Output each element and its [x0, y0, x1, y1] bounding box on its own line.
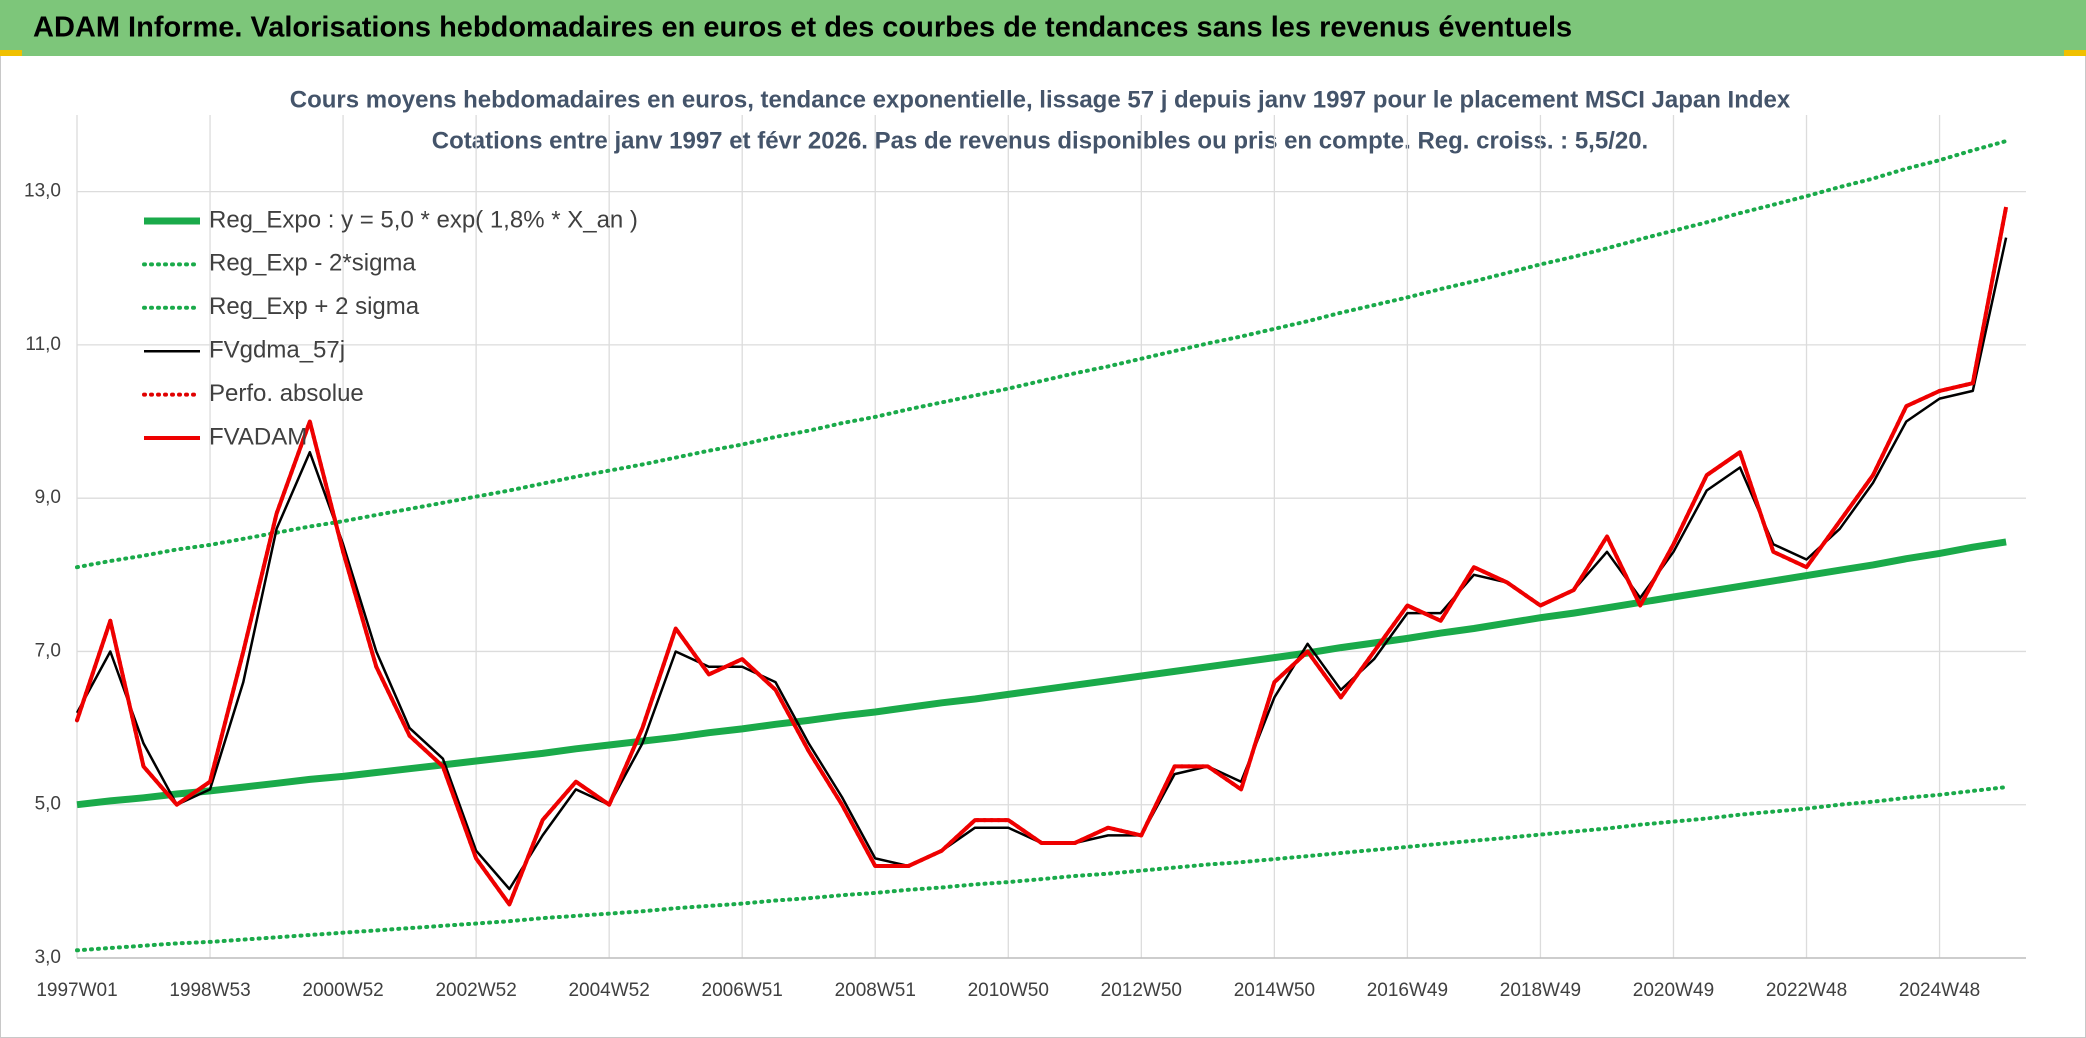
legend-label: Reg_Expo : y = 5,0 * exp( 1,8% * X_an ) [209, 206, 638, 233]
series-line [75, 139, 2009, 570]
x-tick-label: 2004W52 [568, 980, 649, 1001]
legend-label: Reg_Exp - 2*sigma [209, 250, 416, 277]
x-tick-label: 2016W49 [1367, 980, 1448, 1001]
legend-label: Reg_Exp + 2 sigma [209, 293, 420, 320]
x-tick-label: 2022W48 [1766, 980, 1847, 1001]
x-tick-label: 2006W51 [702, 980, 783, 1001]
x-tick-label: 1997W01 [36, 980, 117, 1001]
x-tick-label: 2010W50 [968, 980, 1049, 1001]
x-tick-label: 2024W48 [1899, 980, 1980, 1001]
x-tick-label: 2020W49 [1633, 980, 1714, 1001]
series-line [75, 206, 2009, 907]
x-tick-label: 2000W52 [302, 980, 383, 1001]
y-tick-label: 3,0 [35, 947, 61, 968]
legend-label: Perfo. absolue [209, 380, 364, 407]
legend-label: FVADAM [209, 423, 307, 450]
corner [2064, 50, 2086, 56]
series-line [76, 538, 2007, 809]
legend-label: FVgdma_57j [209, 337, 345, 364]
header-title: ADAM Informe. Valorisations hebdomadaire… [33, 12, 1572, 44]
series-line [75, 785, 2009, 953]
corner [0, 50, 22, 56]
chart-subtitle: Cotations entre janv 1997 et févr 2026. … [432, 127, 1648, 154]
x-tick-label: 2008W51 [835, 980, 916, 1001]
x-tick-label: 1998W53 [169, 980, 250, 1001]
chart-title: Cours moyens hebdomadaires en euros, ten… [290, 86, 1791, 113]
y-tick-label: 13,0 [24, 181, 61, 202]
x-tick-label: 2002W52 [435, 980, 516, 1001]
x-tick-label: 2012W50 [1101, 980, 1182, 1001]
y-tick-label: 11,0 [25, 334, 61, 355]
y-tick-label: 7,0 [35, 640, 61, 661]
x-tick-label: 2018W49 [1500, 980, 1581, 1001]
x-tick-label: 2014W50 [1234, 980, 1315, 1001]
y-tick-label: 5,0 [35, 794, 61, 815]
header-bar [0, 0, 2086, 56]
y-tick-label: 9,0 [35, 487, 61, 508]
